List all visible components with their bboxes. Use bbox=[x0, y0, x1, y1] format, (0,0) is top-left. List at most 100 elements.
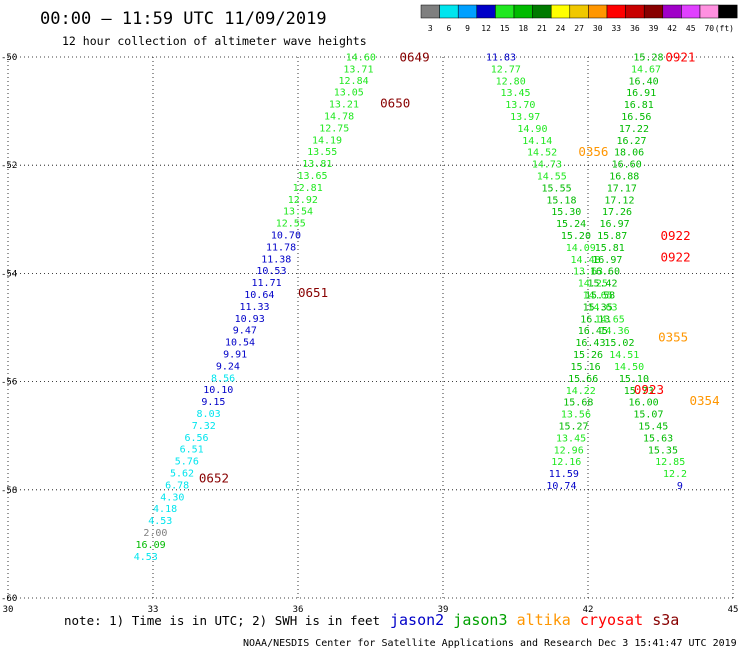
data-point: 5.62 bbox=[170, 469, 194, 480]
data-point: 13.65 bbox=[297, 171, 327, 182]
legend-swatch bbox=[718, 4, 738, 19]
data-point: 16.09 bbox=[136, 540, 166, 551]
data-point: 13.63 bbox=[573, 267, 603, 278]
data-point: 10.10 bbox=[203, 385, 233, 396]
time-labels: 0649 0650 0651 0652 0356 0921 0922 0922 0355 0923… bbox=[199, 50, 720, 486]
data-point: 14.50 bbox=[614, 362, 644, 373]
time-label: 0923 bbox=[634, 382, 664, 397]
time-label: 0922 bbox=[661, 228, 691, 243]
legend-label: 18 bbox=[518, 24, 528, 33]
data-point: 18.06 bbox=[614, 148, 644, 159]
data-point: 9.24 bbox=[216, 361, 240, 372]
data-point: 13.45 bbox=[556, 433, 586, 444]
data-point: 13.97 bbox=[510, 112, 540, 123]
satellite-legend: jason2 jason3 altika cryosat s3a bbox=[390, 611, 679, 629]
data-point: 7.32 bbox=[192, 421, 216, 432]
data-point: 15.27 bbox=[558, 421, 588, 432]
data-point: 16.81 bbox=[624, 100, 654, 111]
data-point: 17.17 bbox=[607, 183, 637, 194]
time-label: 0922 bbox=[661, 250, 691, 265]
legend-swatch bbox=[662, 4, 682, 19]
data-point: 13.55 bbox=[307, 147, 337, 158]
data-point: 15.07 bbox=[633, 410, 663, 421]
data-point: 15.66 bbox=[568, 374, 598, 385]
data-point: 11.83 bbox=[486, 53, 516, 64]
legend-swatch bbox=[420, 4, 440, 19]
data-point: 10.74 bbox=[546, 481, 576, 492]
data-point: 15.28 bbox=[633, 53, 663, 64]
data-point: 12.96 bbox=[554, 445, 584, 456]
legend-label: 3 bbox=[428, 24, 433, 33]
data-point: 9.91 bbox=[223, 350, 247, 361]
y-tick-label: -52 bbox=[1, 161, 17, 171]
grid bbox=[7, 56, 734, 599]
data-point: 15.26 bbox=[573, 350, 603, 361]
y-tick-label: -58 bbox=[1, 486, 17, 496]
data-point: 13.21 bbox=[329, 100, 359, 111]
data-point: 12.16 bbox=[551, 457, 581, 468]
data-point: 15.20 bbox=[561, 231, 591, 242]
y-tick-label: -60 bbox=[1, 594, 17, 604]
footer-credit: NOAA/NESDIS Center for Satellite Applica… bbox=[243, 638, 737, 649]
color-legend: 3 6 9 12 15 18 21 24 27 30 33 36 39 42 45 70 (ft) bbox=[420, 4, 738, 33]
legend-swatch bbox=[569, 4, 589, 19]
data-point: 11.33 bbox=[239, 302, 269, 313]
data-point: 14.19 bbox=[312, 135, 342, 146]
legend-label: 42 bbox=[667, 24, 677, 33]
data-point: 14.52 bbox=[527, 148, 557, 159]
data-point: 4.53 bbox=[134, 552, 158, 563]
data-point: 13.54 bbox=[283, 207, 313, 218]
data-point: 14.63 bbox=[587, 302, 617, 313]
data-point: 15.35 bbox=[648, 445, 678, 456]
data-point: 16.27 bbox=[616, 136, 646, 147]
time-label: 0354 bbox=[690, 393, 720, 408]
data-point: 14.09 bbox=[566, 243, 596, 254]
satellite-legend-entry: jason2 bbox=[390, 611, 444, 629]
data-point: 4.18 bbox=[153, 504, 177, 515]
data-point: 11.38 bbox=[261, 254, 291, 265]
data-point: 15.35 bbox=[583, 302, 613, 313]
legend-swatch bbox=[513, 4, 533, 19]
legend-label: 15 bbox=[500, 24, 510, 33]
data-point: 17.22 bbox=[619, 124, 649, 135]
legend-swatch bbox=[588, 4, 608, 19]
legend-swatch bbox=[606, 4, 626, 19]
legend-label: 30 bbox=[593, 24, 603, 33]
satellite-legend-entry: jason3 bbox=[453, 611, 507, 629]
x-tick-label: 42 bbox=[583, 605, 594, 615]
data-point: 12.80 bbox=[496, 76, 526, 87]
data-point: 17.26 bbox=[602, 207, 632, 218]
data-point: 14.67 bbox=[631, 64, 661, 75]
data-point: 10.53 bbox=[256, 266, 286, 277]
legend-label: 36 bbox=[630, 24, 640, 33]
data-point: 12.85 bbox=[655, 457, 685, 468]
data-point: 12.84 bbox=[339, 76, 369, 87]
legend-label: 39 bbox=[649, 24, 659, 33]
legend-swatch bbox=[643, 4, 664, 19]
legend-label: 24 bbox=[556, 24, 566, 33]
data-point: 12.2 bbox=[663, 469, 687, 480]
data-point: 9.15 bbox=[201, 397, 225, 408]
data-point: 16.40 bbox=[629, 76, 659, 87]
legend-swatch bbox=[457, 4, 478, 19]
satellite-legend-entry: s3a bbox=[652, 611, 679, 629]
legend-swatch bbox=[532, 4, 552, 19]
data-point: 6.78 bbox=[165, 480, 189, 491]
data-point: 15.16 bbox=[571, 362, 601, 373]
legend-label: 33 bbox=[611, 24, 621, 33]
data-point: 13.56 bbox=[561, 410, 591, 421]
data-point: 15.73 bbox=[624, 386, 654, 397]
time-label: 0652 bbox=[199, 470, 229, 485]
data-point: 14.78 bbox=[324, 111, 354, 122]
data-point: 13.71 bbox=[343, 64, 373, 75]
data-point: 16.43 bbox=[575, 338, 605, 349]
x-tick-label: 33 bbox=[148, 605, 159, 615]
x-tick-label: 30 bbox=[3, 605, 14, 615]
data-point: 14.90 bbox=[517, 124, 547, 135]
data-point: 14.51 bbox=[609, 350, 639, 361]
data-point: 16.56 bbox=[621, 112, 651, 123]
data-point: 12.55 bbox=[276, 219, 306, 230]
data-point: 13.45 bbox=[500, 88, 530, 99]
data-point: 10.54 bbox=[225, 338, 255, 349]
